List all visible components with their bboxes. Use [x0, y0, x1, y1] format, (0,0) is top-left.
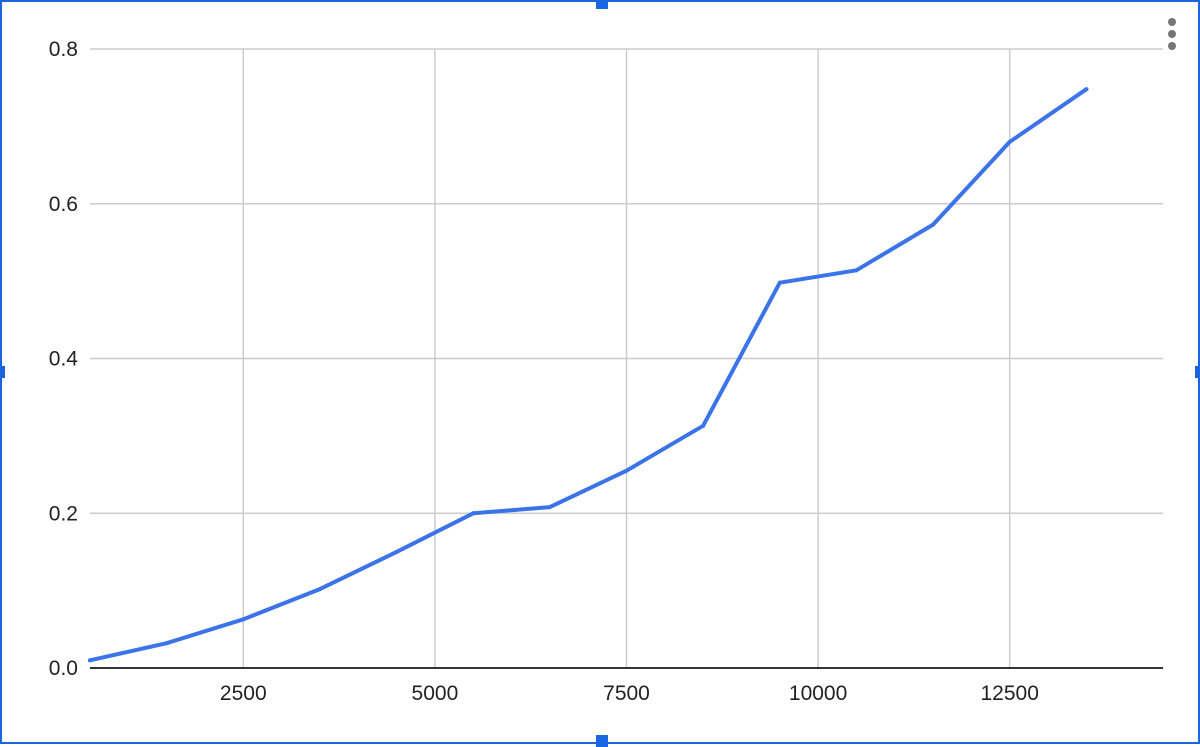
menu-dot — [1168, 18, 1176, 26]
data-point — [624, 468, 629, 473]
resize-handle-right[interactable] — [1195, 366, 1200, 378]
data-point — [88, 658, 92, 663]
data-point — [854, 268, 859, 273]
resize-handle-top[interactable] — [596, 0, 608, 9]
data-point — [164, 641, 169, 646]
menu-dot — [1168, 42, 1176, 50]
x-tick-label: 2500 — [220, 682, 267, 705]
x-tick-label: 12500 — [981, 682, 1039, 705]
y-tick-label: 0.4 — [49, 348, 79, 371]
gridlines — [90, 48, 1163, 668]
data-point — [701, 423, 706, 428]
data-point — [471, 511, 476, 516]
data-point — [777, 280, 782, 285]
data-point — [394, 549, 399, 554]
data-point — [931, 222, 936, 227]
data-point — [1007, 139, 1012, 144]
series-line — [88, 87, 1089, 663]
chart-menu-icon[interactable] — [1166, 16, 1178, 52]
y-tick-label: 0.8 — [49, 38, 78, 61]
y-tick-label: 0.6 — [49, 193, 78, 216]
x-tick-label: 10000 — [789, 682, 847, 705]
x-tick-label: 5000 — [412, 682, 459, 705]
y-tick-label: 0.2 — [49, 502, 78, 525]
data-point — [317, 587, 322, 592]
y-tick-label: 0.0 — [49, 657, 78, 680]
data-point — [241, 617, 246, 622]
x-tick-label: 7500 — [603, 682, 650, 705]
menu-dot — [1168, 30, 1176, 38]
series-layer — [88, 87, 1089, 663]
resize-handle-left[interactable] — [0, 366, 5, 378]
data-point — [1084, 87, 1089, 92]
data-point — [547, 505, 552, 510]
tick-labels: 0.0 0.2 0.4 0.6 0.8 2500 5000 7500 10000 12500 — [49, 38, 1039, 705]
